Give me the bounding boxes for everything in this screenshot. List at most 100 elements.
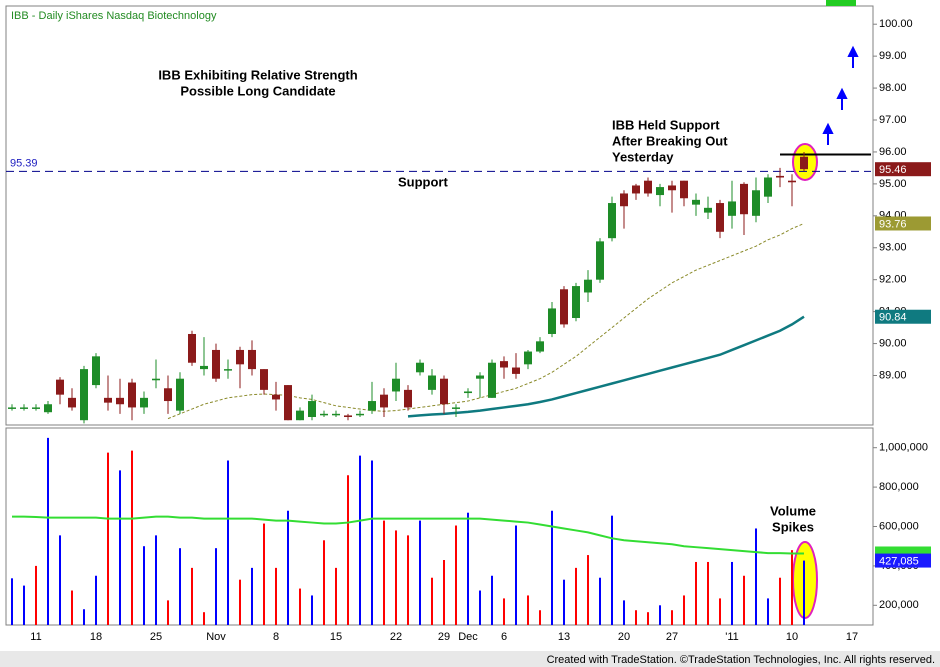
x-tick-label: 13 <box>558 631 570 643</box>
annotation: Spikes <box>772 519 814 534</box>
x-tick-label: 29 <box>438 631 450 643</box>
candle-body <box>596 241 604 280</box>
candle-body <box>752 190 760 216</box>
candle-body <box>440 378 448 405</box>
candle-body <box>20 407 28 409</box>
y-tick-label: 97.00 <box>879 114 907 126</box>
value-tag <box>875 309 931 324</box>
candle-body <box>308 401 316 418</box>
volume-panel <box>5 427 874 626</box>
annotation: IBB Exhibiting Relative Strength <box>158 67 357 82</box>
candle-body <box>404 389 412 408</box>
value-tag-label: 93.76 <box>879 218 907 230</box>
y-tick-label: 600,000 <box>879 520 919 532</box>
candle-body <box>704 207 712 213</box>
y-tick-label: 93.00 <box>879 242 907 254</box>
candle-body <box>416 362 424 373</box>
candle-body <box>32 407 40 409</box>
candle-body <box>68 397 76 408</box>
y-tick-label: 98.00 <box>879 82 907 94</box>
candle-body <box>620 193 628 207</box>
candle-body <box>740 183 748 215</box>
candle-body <box>512 367 520 374</box>
candle-body <box>728 201 736 216</box>
candle-body <box>800 156 808 170</box>
candle-body <box>272 394 280 400</box>
x-tick-label: 20 <box>618 631 630 643</box>
x-tick-label: Nov <box>206 631 226 643</box>
value-tag <box>875 216 931 231</box>
candle-body <box>104 397 112 403</box>
candle-body <box>92 356 100 386</box>
candle-body <box>716 203 724 232</box>
x-tick-label: 22 <box>390 631 402 643</box>
footer-bar <box>0 651 940 667</box>
value-tag-label: 95.46 <box>879 164 907 176</box>
candle-body <box>488 362 496 398</box>
y-tick-label: 95.00 <box>879 178 907 190</box>
candle-body <box>356 413 364 416</box>
moving-average <box>407 315 805 418</box>
footer: Created with TradeStation. ©TradeStation… <box>547 654 935 666</box>
x-tick-label: 15 <box>330 631 342 643</box>
x-tick-label: Dec <box>458 631 478 643</box>
x-tick-label: 11 <box>30 631 41 643</box>
candle-body <box>764 177 772 197</box>
candle-body <box>284 385 292 421</box>
candle-body <box>428 375 436 390</box>
y-tick-label: 99.00 <box>879 50 907 62</box>
candle-body <box>608 203 616 239</box>
candle-body <box>260 369 268 390</box>
candle-body <box>152 378 160 381</box>
candle-body <box>524 351 532 365</box>
candle-body <box>692 199 700 205</box>
candle-body <box>188 333 196 363</box>
x-tick-label: 6 <box>501 631 507 643</box>
candle-body <box>44 404 52 413</box>
candle-body <box>236 349 244 365</box>
candle-body <box>656 187 664 196</box>
y-tick-label: 100.00 <box>879 18 913 30</box>
price-panel <box>5 5 874 426</box>
candle-body <box>392 378 400 392</box>
candle-body <box>380 394 388 408</box>
candle-body <box>500 361 508 368</box>
candle-body <box>788 180 796 183</box>
candle-body <box>212 349 220 379</box>
value-tag-label: 90.84 <box>879 312 907 324</box>
y-tick-label: 90.00 <box>879 337 907 349</box>
candle-body <box>8 407 16 409</box>
x-tick-label: '11 <box>725 631 739 643</box>
value-tag-label: 427,085 <box>879 555 919 567</box>
candle-body <box>224 369 232 371</box>
candle-body <box>200 365 208 370</box>
y-tick-label: 89.00 <box>879 369 907 381</box>
y-tick-label: 800,000 <box>879 481 919 493</box>
candle-body <box>320 413 328 416</box>
candle-body <box>344 415 352 418</box>
candle-body <box>116 397 124 405</box>
candle-body <box>140 397 148 408</box>
value-tag <box>875 553 931 568</box>
x-tick-label: 25 <box>150 631 162 643</box>
y-tick-label: 1,000,000 <box>879 442 928 454</box>
candle-body <box>332 413 340 416</box>
status-box <box>826 0 856 6</box>
annotation: Support <box>398 174 448 189</box>
candle-body <box>632 185 640 194</box>
y-tick-label: 96.00 <box>879 146 907 158</box>
annotation: IBB Held Support <box>612 117 720 132</box>
candle-body <box>548 308 556 334</box>
candle-body <box>296 410 304 421</box>
reference-line-label: 95.39 <box>10 157 38 169</box>
x-tick-label: 27 <box>666 631 678 643</box>
y-tick-label: 92.00 <box>879 274 907 286</box>
x-tick-label: 10 <box>786 631 798 643</box>
candle-body <box>176 378 184 411</box>
x-tick-label: 8 <box>273 631 279 643</box>
candle-body <box>164 388 172 402</box>
chart-header: IBB - Daily iShares Nasdaq Biotechnology <box>11 10 217 22</box>
volume-average <box>12 515 804 555</box>
candle-body <box>464 391 472 394</box>
